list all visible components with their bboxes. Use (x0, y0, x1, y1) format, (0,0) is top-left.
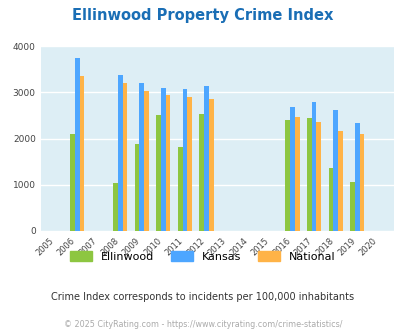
Bar (359, 134, 363, 231)
Bar (113, 183, 117, 231)
Text: Ellinwood Property Crime Index: Ellinwood Property Crime Index (72, 8, 333, 23)
Bar (75, 58, 79, 231)
Bar (156, 115, 161, 231)
Bar (349, 182, 354, 231)
Bar (294, 117, 299, 231)
Legend: Ellinwood, Kansas, National: Ellinwood, Kansas, National (66, 247, 339, 267)
Bar (144, 90, 149, 231)
Bar (165, 95, 170, 231)
Bar (333, 110, 337, 231)
Bar (337, 131, 342, 231)
Bar (290, 107, 294, 231)
Bar (311, 102, 316, 231)
Bar (328, 168, 333, 231)
Bar (134, 144, 139, 231)
Bar (208, 99, 213, 231)
Bar (316, 121, 320, 231)
Bar (177, 147, 182, 231)
Bar (182, 89, 187, 231)
Bar (204, 86, 208, 231)
Bar (122, 83, 127, 231)
Bar (354, 123, 359, 231)
Bar (139, 83, 144, 231)
Bar (285, 120, 290, 231)
Bar (199, 114, 204, 231)
Bar (306, 118, 311, 231)
Text: Crime Index corresponds to incidents per 100,000 inhabitants: Crime Index corresponds to incidents per… (51, 292, 354, 302)
Text: © 2025 CityRating.com - https://www.cityrating.com/crime-statistics/: © 2025 CityRating.com - https://www.city… (64, 320, 341, 329)
Bar (79, 76, 84, 231)
Bar (161, 88, 165, 231)
Bar (187, 97, 192, 231)
Bar (70, 134, 75, 231)
Bar (117, 75, 122, 231)
